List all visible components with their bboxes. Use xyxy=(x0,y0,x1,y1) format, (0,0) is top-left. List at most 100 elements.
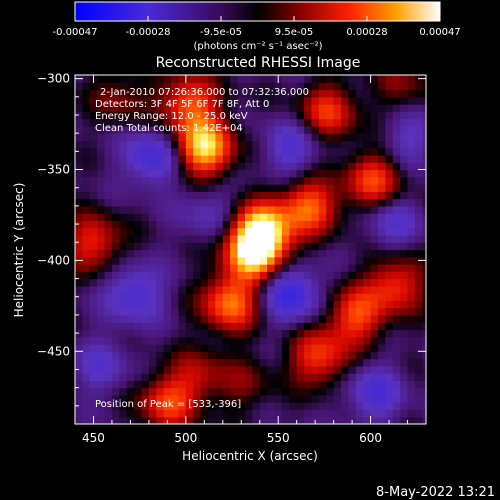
heatmap-cell xyxy=(422,416,426,424)
heatmap-cell xyxy=(311,205,320,214)
heatmap-cell xyxy=(341,344,350,352)
heatmap-cell xyxy=(97,329,106,338)
heatmap-cell xyxy=(407,300,416,309)
heatmap-cell xyxy=(111,358,120,367)
heatmap-cell xyxy=(422,242,426,251)
heatmap-cell xyxy=(326,278,335,287)
heatmap-cell xyxy=(281,409,290,418)
heatmap-cell xyxy=(326,351,335,360)
heatmap-cell xyxy=(341,336,350,345)
heatmap-cell xyxy=(156,365,165,374)
heatmap-cell xyxy=(333,285,342,294)
heatmap-cell xyxy=(422,89,426,98)
heatmap-cell xyxy=(156,329,165,338)
heatmap-cell xyxy=(244,256,253,265)
heatmap-cell xyxy=(341,365,350,374)
heatmap-cell xyxy=(333,271,342,280)
heatmap-cell xyxy=(348,191,357,200)
heatmap-cell xyxy=(289,249,298,258)
heatmap-cell xyxy=(237,111,246,120)
heatmap-cell xyxy=(82,373,91,381)
heatmap-cell xyxy=(82,89,91,98)
heatmap-cell xyxy=(141,249,150,258)
heatmap-cell xyxy=(156,176,165,185)
heatmap-cell xyxy=(363,162,372,171)
heatmap-cell xyxy=(200,329,209,338)
heatmap-cell xyxy=(222,140,231,149)
heatmap-cell xyxy=(208,213,216,222)
heatmap-cell xyxy=(281,271,290,280)
heatmap-cell xyxy=(289,104,298,112)
heatmap-cell xyxy=(193,322,202,331)
heatmap-cell xyxy=(119,394,128,403)
heatmap-cell xyxy=(134,104,143,112)
heatmap-cell xyxy=(111,133,120,142)
heatmap-cell xyxy=(163,322,172,331)
heatmap-cell xyxy=(414,154,423,163)
heatmap-cell xyxy=(141,184,150,192)
heatmap-cell xyxy=(89,242,98,251)
heatmap-cell xyxy=(156,111,165,120)
heatmap-cell xyxy=(296,162,305,171)
heatmap-cell xyxy=(355,394,364,403)
heatmap-cell xyxy=(171,133,180,142)
heatmap-cell xyxy=(392,162,401,171)
heatmap-cell xyxy=(89,89,98,98)
heatmap-cell xyxy=(400,249,409,258)
heatmap-cell xyxy=(193,358,202,367)
heatmap-cell xyxy=(370,394,379,403)
heatmap-cell xyxy=(281,314,290,323)
heatmap-cell xyxy=(400,184,409,192)
heatmap-cell xyxy=(296,278,305,287)
heatmap-cell xyxy=(304,176,313,185)
heatmap-cell xyxy=(97,147,106,156)
heatmap-cell xyxy=(185,154,194,163)
heatmap-cell xyxy=(296,176,305,185)
heatmap-cell xyxy=(274,387,283,396)
heatmap-cell xyxy=(230,293,239,301)
heatmap-cell xyxy=(193,147,202,156)
heatmap-cell xyxy=(333,373,342,381)
heatmap-cell xyxy=(230,285,239,294)
heatmap-cell xyxy=(193,191,202,200)
heatmap-cell xyxy=(171,307,180,316)
heatmap-cell xyxy=(119,111,128,120)
heatmap-cell xyxy=(414,322,423,331)
heatmap-cell xyxy=(326,322,335,331)
heatmap-cell xyxy=(230,373,239,381)
heatmap-cell xyxy=(215,365,224,374)
heatmap-cell xyxy=(156,191,165,200)
heatmap-cell xyxy=(296,125,305,134)
heatmap-cell xyxy=(377,373,386,381)
heatmap-cell xyxy=(193,82,202,91)
heatmap-cell xyxy=(259,154,268,163)
heatmap-cell xyxy=(281,351,290,360)
heatmap-cell xyxy=(400,191,409,200)
heatmap-cell xyxy=(244,118,253,127)
heatmap-cell xyxy=(318,409,327,418)
heatmap-cell xyxy=(222,336,231,345)
heatmap-cell xyxy=(326,271,335,280)
heatmap-cell xyxy=(171,184,180,192)
heatmap-cell xyxy=(97,358,106,367)
heatmap-cell xyxy=(392,147,401,156)
heatmap-cell xyxy=(289,191,298,200)
heatmap-cell xyxy=(289,234,298,243)
heatmap-cell xyxy=(82,351,91,360)
heatmap-cell xyxy=(244,227,253,236)
heatmap-cell xyxy=(281,344,290,352)
heatmap-cell xyxy=(208,278,216,287)
heatmap-cell xyxy=(215,118,224,127)
heatmap-cell xyxy=(119,344,128,352)
heatmap-cell xyxy=(185,394,194,403)
heatmap-cell xyxy=(171,351,180,360)
heatmap-cell xyxy=(385,162,394,171)
heatmap-cell xyxy=(163,300,172,309)
heatmap-cell xyxy=(126,140,135,149)
heatmap-cell xyxy=(400,293,409,301)
heatmap-cell xyxy=(163,402,172,411)
heatmap-cell xyxy=(244,198,253,207)
heatmap-cell xyxy=(304,198,313,207)
heatmap-cell xyxy=(237,336,246,345)
heatmap-cell xyxy=(296,344,305,352)
